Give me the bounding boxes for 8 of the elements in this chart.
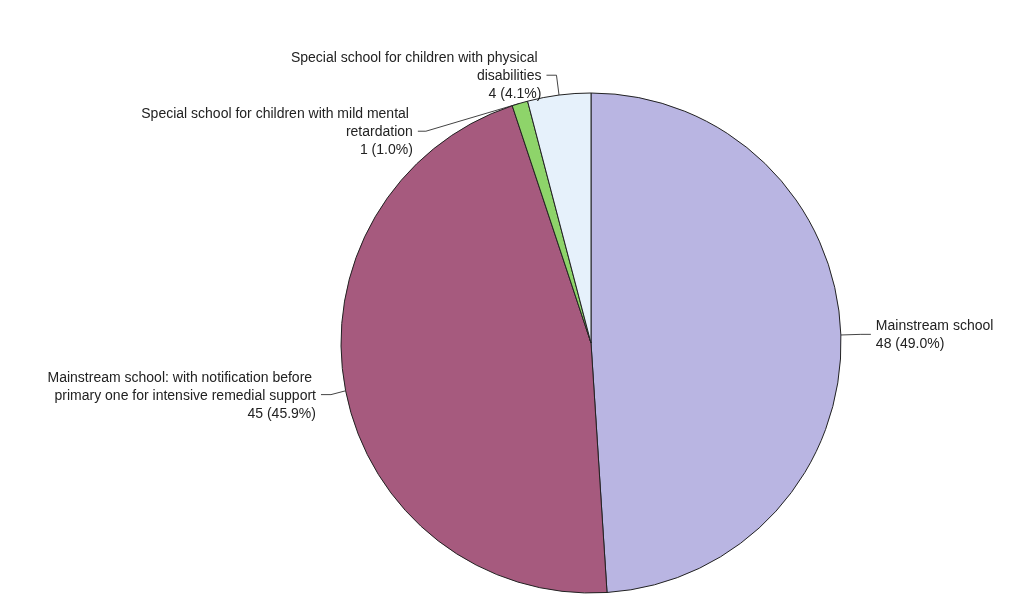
- data-label: 1 (1.0%): [359, 141, 413, 158]
- slice-label: Mainstream school: with notification before primary one for intensive remedial support: [47, 368, 317, 403]
- data-label: 4 (4.1%): [488, 85, 542, 102]
- slice-label: Special school for children with physical disabilities: [290, 49, 542, 84]
- data-label: 48 (49.0%): [875, 335, 945, 352]
- slice-label: Special school for children with mild mental retardation: [141, 105, 413, 140]
- data-label: 45 (45.9%): [247, 404, 316, 421]
- slice-label: Mainstream school: [875, 317, 994, 334]
